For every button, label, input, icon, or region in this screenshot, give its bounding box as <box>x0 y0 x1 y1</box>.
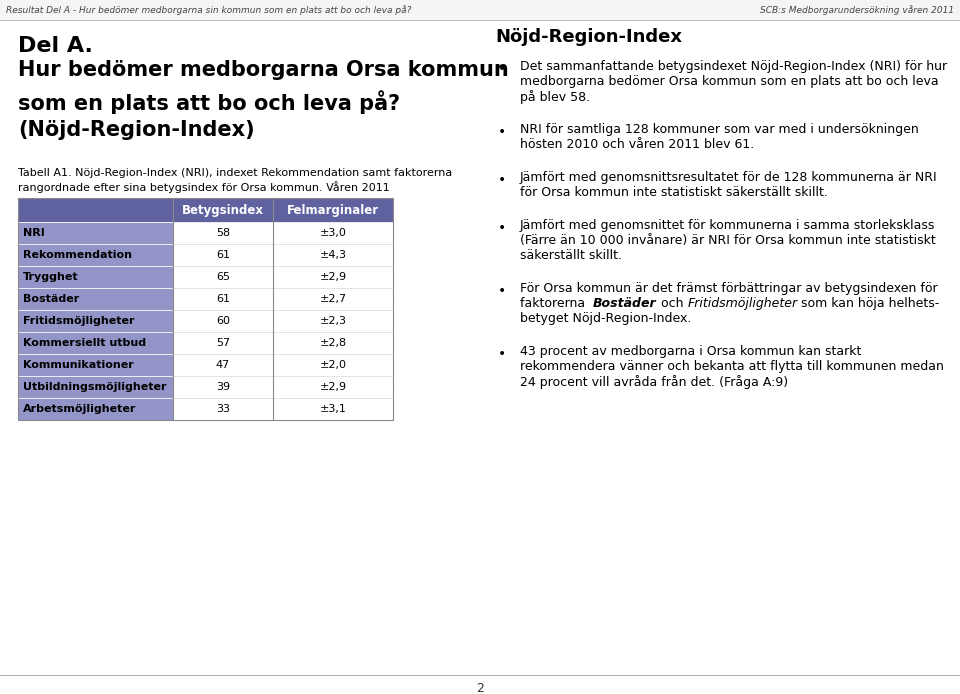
Text: •: • <box>498 125 506 139</box>
Bar <box>18 376 173 398</box>
Text: för Orsa kommun inte statistiskt säkerställt skillt.: för Orsa kommun inte statistiskt säkerst… <box>520 186 828 199</box>
Text: rekommendera vänner och bekanta att flytta till kommunen medan: rekommendera vänner och bekanta att flyt… <box>520 360 944 373</box>
Text: (Nöjd-Region-Index): (Nöjd-Region-Index) <box>18 120 254 140</box>
Text: ±2,0: ±2,0 <box>320 360 347 370</box>
Bar <box>18 244 173 266</box>
Bar <box>173 288 273 310</box>
Text: hösten 2010 och våren 2011 blev 61.: hösten 2010 och våren 2011 blev 61. <box>520 138 755 151</box>
Text: Rekommendation: Rekommendation <box>23 250 132 260</box>
Text: Jämfört med genomsnittet för kommunerna i samma storleksklass: Jämfört med genomsnittet för kommunerna … <box>520 219 935 232</box>
Text: •: • <box>498 347 506 361</box>
Bar <box>173 398 273 420</box>
Bar <box>18 266 173 288</box>
Bar <box>18 222 173 244</box>
Text: ±3,1: ±3,1 <box>320 404 347 414</box>
Text: Tabell A1. Nöjd-Region-Index (NRI), indexet Rekommendation samt faktorerna: Tabell A1. Nöjd-Region-Index (NRI), inde… <box>18 168 452 178</box>
Text: betyget Nöjd-Region-Index.: betyget Nöjd-Region-Index. <box>520 312 691 325</box>
Text: 61: 61 <box>216 250 230 260</box>
Bar <box>173 354 273 376</box>
Text: Utbildningsmöjligheter: Utbildningsmöjligheter <box>23 382 166 392</box>
Text: ±2,9: ±2,9 <box>320 272 347 282</box>
Bar <box>173 222 273 244</box>
Text: faktorerna: faktorerna <box>520 297 593 310</box>
Text: 24 procent vill avråda från det. (Fråga A:9): 24 procent vill avråda från det. (Fråga … <box>520 375 788 389</box>
Bar <box>273 376 393 398</box>
Text: 39: 39 <box>216 382 230 392</box>
Text: ±3,0: ±3,0 <box>320 228 347 238</box>
Bar <box>273 354 393 376</box>
Text: Det sammanfattande betygsindexet Nöjd-Region-Index (NRI) för hur: Det sammanfattande betygsindexet Nöjd-Re… <box>520 60 948 73</box>
Bar <box>18 198 393 420</box>
Text: Fritidsmöjligheter: Fritidsmöjligheter <box>687 297 798 310</box>
Bar <box>173 266 273 288</box>
Text: NRI: NRI <box>23 228 45 238</box>
Text: Resultat Del A - Hur bedömer medborgarna sin kommun som en plats att bo och leva: Resultat Del A - Hur bedömer medborgarna… <box>6 5 412 15</box>
Text: ±2,8: ±2,8 <box>320 338 347 348</box>
Text: 58: 58 <box>216 228 230 238</box>
Text: Kommunikationer: Kommunikationer <box>23 360 133 370</box>
Bar <box>273 398 393 420</box>
Bar <box>173 310 273 332</box>
Bar <box>273 244 393 266</box>
Bar <box>18 398 173 420</box>
Bar <box>273 266 393 288</box>
Text: Felmarginaler: Felmarginaler <box>287 203 379 217</box>
Bar <box>18 198 393 222</box>
Bar <box>273 310 393 332</box>
Text: 60: 60 <box>216 316 230 326</box>
Text: Fritidsmöjligheter: Fritidsmöjligheter <box>23 316 134 326</box>
Bar <box>273 222 393 244</box>
Text: Hur bedömer medborgarna Orsa kommun: Hur bedömer medborgarna Orsa kommun <box>18 60 509 80</box>
Text: 61: 61 <box>216 294 230 304</box>
Text: Kommersiellt utbud: Kommersiellt utbud <box>23 338 146 348</box>
Text: som kan höja helhets-: som kan höja helhets- <box>798 297 940 310</box>
Text: (Färre än 10 000 invånare) är NRI för Orsa kommun inte statistiskt: (Färre än 10 000 invånare) är NRI för Or… <box>520 234 936 247</box>
Bar <box>18 288 173 310</box>
Text: För Orsa kommun är det främst förbättringar av betygsindexen för: För Orsa kommun är det främst förbättrin… <box>520 282 938 295</box>
Text: 47: 47 <box>216 360 230 370</box>
Text: Arbetsmöjligheter: Arbetsmöjligheter <box>23 404 136 414</box>
Text: säkerställt skillt.: säkerställt skillt. <box>520 249 622 262</box>
Text: som en plats att bo och leva på?: som en plats att bo och leva på? <box>18 90 400 114</box>
Text: på blev 58.: på blev 58. <box>520 90 590 104</box>
Text: •: • <box>498 173 506 187</box>
Text: Bostäder: Bostäder <box>23 294 80 304</box>
Text: Trygghet: Trygghet <box>23 272 79 282</box>
Bar <box>18 354 173 376</box>
Text: Del A.: Del A. <box>18 36 93 56</box>
Text: och: och <box>657 297 687 310</box>
Text: NRI för samtliga 128 kommuner som var med i undersökningen: NRI för samtliga 128 kommuner som var me… <box>520 123 919 136</box>
Bar <box>18 332 173 354</box>
Text: medborgarna bedömer Orsa kommun som en plats att bo och leva: medborgarna bedömer Orsa kommun som en p… <box>520 75 939 88</box>
Text: rangordnade efter sina betygsindex för Orsa kommun. Våren 2011: rangordnade efter sina betygsindex för O… <box>18 181 390 193</box>
Text: 43 procent av medborgarna i Orsa kommun kan starkt: 43 procent av medborgarna i Orsa kommun … <box>520 345 861 358</box>
Text: •: • <box>498 221 506 235</box>
Bar <box>18 198 173 222</box>
Bar <box>173 332 273 354</box>
Text: ±2,7: ±2,7 <box>320 294 347 304</box>
Text: •: • <box>498 284 506 298</box>
Text: ±4,3: ±4,3 <box>320 250 347 260</box>
Text: ±2,3: ±2,3 <box>320 316 347 326</box>
Text: Bostäder: Bostäder <box>593 297 657 310</box>
Bar <box>173 376 273 398</box>
Text: •: • <box>498 62 506 76</box>
Text: 57: 57 <box>216 338 230 348</box>
Text: 2: 2 <box>476 682 484 694</box>
Text: 33: 33 <box>216 404 230 414</box>
Bar <box>0 0 960 20</box>
Text: Jämfört med genomsnittsresultatet för de 128 kommunerna är NRI: Jämfört med genomsnittsresultatet för de… <box>520 171 938 184</box>
Bar <box>173 244 273 266</box>
Bar <box>273 288 393 310</box>
Text: Betygsindex: Betygsindex <box>182 203 264 217</box>
Text: SCB:s Medborgarundersökning våren 2011: SCB:s Medborgarundersökning våren 2011 <box>760 5 954 15</box>
Text: Nöjd-Region-Index: Nöjd-Region-Index <box>495 28 682 46</box>
Bar <box>273 332 393 354</box>
Text: ±2,9: ±2,9 <box>320 382 347 392</box>
Text: 65: 65 <box>216 272 230 282</box>
Bar <box>18 310 173 332</box>
